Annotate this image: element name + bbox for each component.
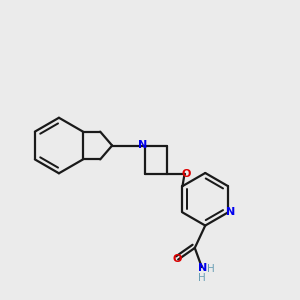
Text: H: H [199, 273, 206, 284]
Text: O: O [182, 169, 191, 179]
Text: N: N [198, 262, 207, 273]
Text: H: H [207, 263, 215, 274]
Text: O: O [172, 254, 182, 264]
Text: N: N [138, 140, 147, 150]
Text: N: N [226, 207, 236, 218]
